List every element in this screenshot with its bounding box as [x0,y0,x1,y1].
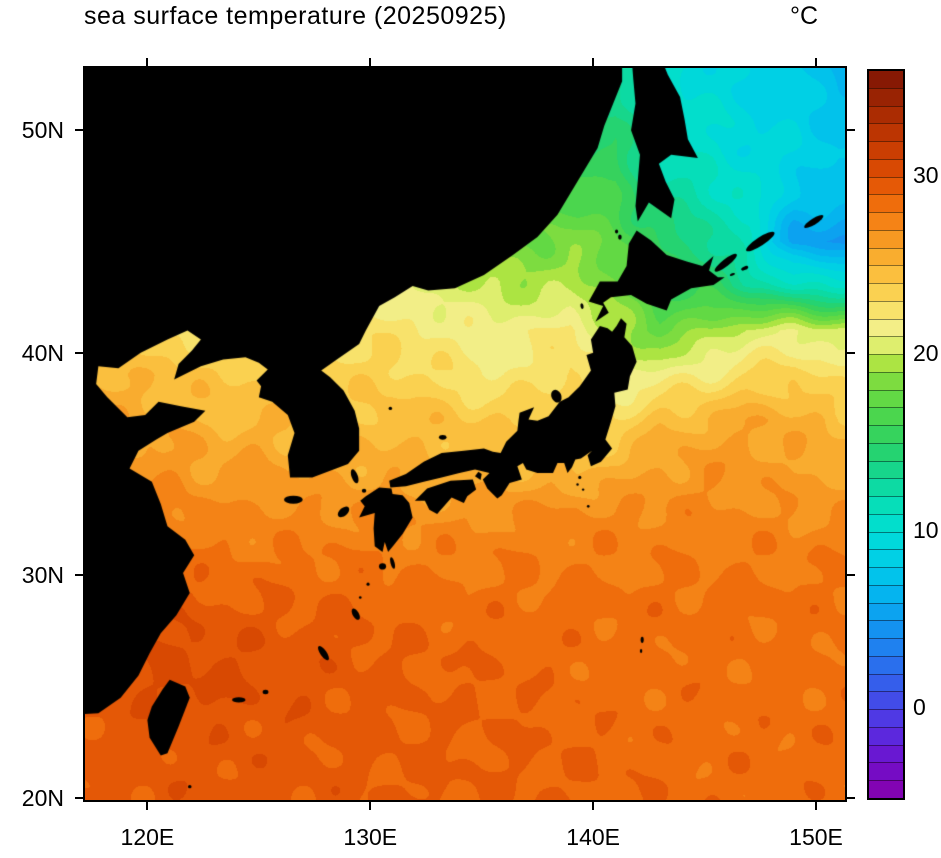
colorbar-cell [869,300,903,319]
y-axis-tick-label: 50N [21,117,64,144]
x-axis-tick-label: 150E [789,824,843,850]
colorbar-cell [869,389,903,408]
colorbar-cell [869,354,903,372]
axis-tick [847,574,855,577]
colorbar-cell [869,141,903,159]
axis-tick [75,574,83,577]
colorbar-cell [869,229,903,248]
axis-tick [847,351,855,354]
colorbar-cell [869,620,903,638]
colorbar-cell [869,407,903,425]
axis-tick [75,351,83,354]
colorbar-cell [869,105,903,124]
colorbar-tick-label: 20 [913,339,939,366]
axis-tick [369,802,372,810]
colorbar-tick-label: 30 [913,162,939,189]
axis-tick [369,58,372,66]
colorbar-cell [869,460,903,479]
colorbar-cell [869,247,903,266]
colorbar-cell [869,726,903,745]
colorbar-cell [869,549,903,567]
colorbar-cell [869,425,903,443]
colorbar-cell [869,123,903,141]
colorbar-cell [869,71,903,88]
axis-tick [847,129,855,132]
colorbar-unit-label: °C [790,2,819,30]
colorbar-cell [869,212,903,230]
axis-tick [815,802,818,810]
colorbar-cell [869,371,903,390]
colorbar-cell [869,265,903,283]
colorbar-cell [869,318,903,337]
colorbar-tick-label: 0 [913,694,926,721]
colorbar-cell [869,638,903,656]
colorbar-cell [869,762,903,780]
axis-tick [146,802,149,810]
y-axis-tick-label: 30N [21,562,64,589]
map-frame [83,66,847,802]
y-axis-tick-label: 40N [21,339,64,366]
colorbar-cell [869,691,903,709]
x-axis-tick-label: 130E [343,824,398,850]
axis-tick [592,58,595,66]
x-axis-tick-label: 120E [120,824,175,850]
colorbar-cell [869,531,903,550]
colorbar-cell [869,584,903,603]
axis-tick [146,58,149,66]
colorbar-cell [869,336,903,354]
colorbar-cell [869,176,903,195]
colorbar-cell [869,655,903,674]
colorbar-cell [869,780,903,798]
y-axis-tick-label: 20N [21,784,64,811]
colorbar-cell [869,442,903,461]
colorbar-cell [869,194,903,212]
colorbar-cell [869,567,903,585]
sst-map-canvas [85,68,845,800]
axis-tick [815,58,818,66]
axis-tick [75,796,83,799]
colorbar-cell [869,87,903,106]
colorbar-cell [869,158,903,177]
axis-tick [847,796,855,799]
colorbar-cell [869,283,903,301]
colorbar-cell [869,744,903,763]
x-axis-tick-label: 140E [566,824,620,850]
axis-tick [592,802,595,810]
colorbar-tick-label: 10 [913,517,939,544]
colorbar-cell [869,602,903,621]
colorbar-cell [869,478,903,496]
colorbar-cell [869,496,903,514]
colorbar [867,69,905,800]
axis-tick [75,129,83,132]
colorbar-cell [869,673,903,692]
plot-title: sea surface temperature (20250925) [84,2,507,30]
colorbar-cell [869,709,903,727]
colorbar-cell [869,513,903,532]
